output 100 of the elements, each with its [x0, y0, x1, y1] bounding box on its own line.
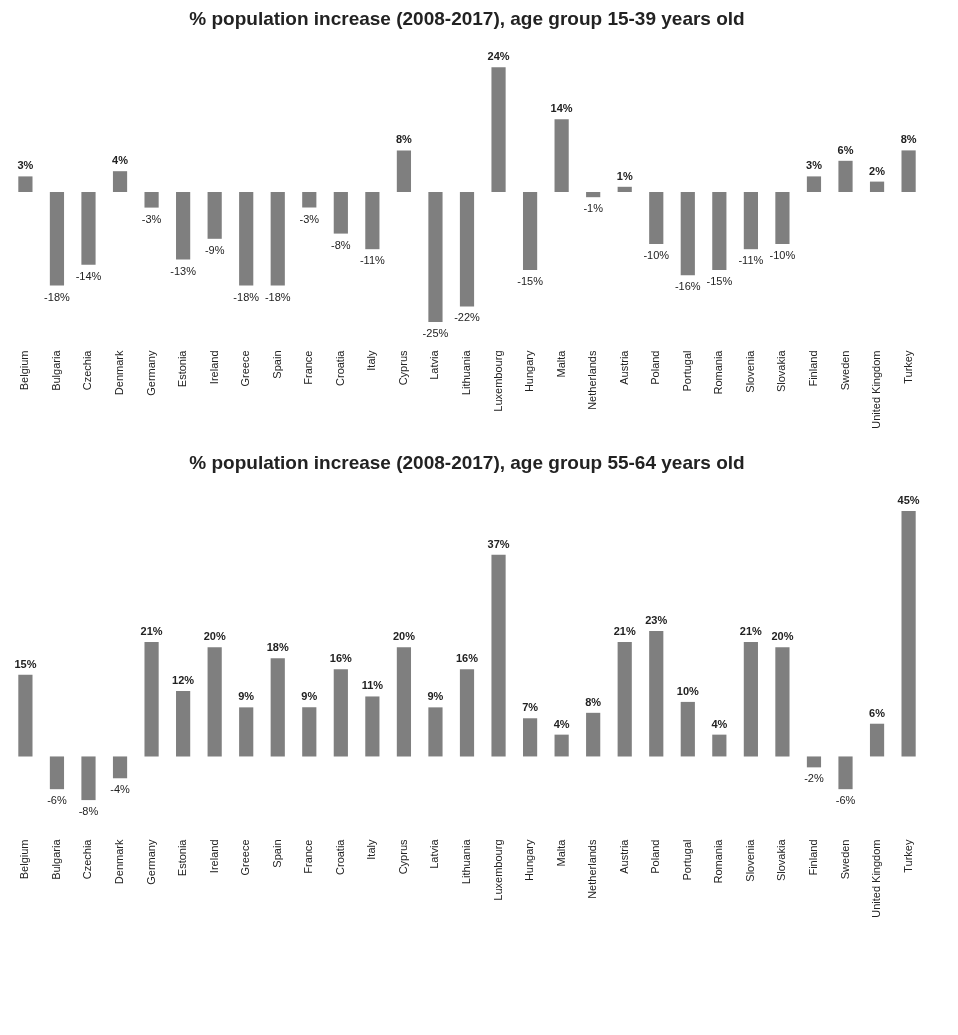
x-tick-label: Belgium [18, 839, 31, 880]
data-label: 7% [522, 701, 539, 714]
data-label: -22% [454, 311, 481, 324]
bar [176, 192, 191, 260]
data-label: -9% [204, 243, 225, 256]
data-label: 21% [613, 624, 636, 637]
bar [459, 192, 475, 307]
data-label: 3% [17, 159, 34, 172]
data-label: -3% [141, 212, 162, 225]
x-tick-label: Malta [554, 838, 567, 867]
x-tick-label: Malta [554, 349, 567, 378]
bar [712, 192, 727, 270]
data-label: 20% [771, 630, 794, 643]
bar [901, 150, 916, 192]
data-label: 4% [553, 717, 570, 730]
bar [554, 734, 569, 757]
bar [396, 150, 412, 192]
bar [239, 707, 254, 757]
data-label: 18% [266, 641, 289, 654]
x-tick-label: Hungary [523, 350, 536, 393]
data-label: 9% [238, 690, 255, 703]
x-tick-label: Czechia [81, 349, 94, 391]
bar [365, 696, 380, 757]
data-label: -11% [738, 254, 764, 267]
x-tick-label: Belgium [18, 350, 31, 391]
x-tick-label: Sweden [838, 350, 851, 391]
bar [554, 119, 569, 192]
x-tick-label: Luxembourg [491, 350, 504, 412]
x-tick-label: Slovakia [775, 838, 788, 882]
data-label: -15% [706, 275, 733, 287]
data-label: -4% [110, 783, 131, 796]
data-label: 24% [487, 50, 510, 63]
x-tick-label: Turkey [901, 839, 914, 873]
bar [743, 641, 758, 757]
x-tick-label: Croatia [333, 349, 346, 386]
x-tick-label: Germany [144, 350, 157, 396]
data-label: 6% [837, 143, 854, 156]
bar [176, 691, 191, 757]
bar [365, 192, 380, 250]
data-label: -18% [264, 290, 291, 303]
x-tick-label: Finland [806, 839, 819, 876]
bar [333, 669, 348, 757]
bar [144, 641, 159, 757]
bar [49, 192, 65, 286]
bar [649, 192, 664, 244]
bar [302, 192, 317, 208]
data-label: -1% [583, 202, 604, 215]
data-label: -8% [78, 805, 99, 818]
chart-title: % population increase (2008-2017), age group 55-64 years old [189, 452, 745, 473]
x-tick-label: Netherlands [586, 839, 599, 899]
bar [396, 647, 412, 757]
x-tick-label: Spain [270, 839, 283, 868]
x-tick-label: Germany [144, 839, 157, 885]
x-tick-label: Poland [649, 839, 662, 874]
bar [270, 658, 285, 757]
x-tick-label: Lithuania [460, 838, 472, 885]
bar [617, 186, 632, 192]
x-tick-label: Bulgaria [49, 838, 62, 880]
x-tick-label: Bulgaria [49, 349, 62, 391]
bar [649, 631, 664, 757]
bar [112, 756, 128, 779]
data-label: 3% [806, 159, 823, 172]
x-tick-label: Denmark [113, 839, 126, 885]
bar [18, 674, 33, 757]
x-tick-label: France [302, 350, 315, 385]
bar [586, 712, 601, 757]
x-tick-label: Ireland [207, 350, 220, 385]
x-tick-label: Poland [649, 350, 662, 385]
bar [617, 641, 632, 757]
x-tick-label: Slovakia [775, 349, 788, 393]
x-tick-label: Italy [365, 350, 378, 371]
data-label: 16% [455, 652, 479, 665]
data-label: -8% [331, 238, 351, 251]
x-tick-label: Spain [270, 350, 283, 379]
data-label: 4% [711, 717, 728, 730]
x-tick-label: Slovenia [743, 349, 756, 393]
data-label: 4% [112, 154, 129, 167]
data-label: -18% [44, 290, 70, 303]
x-tick-label: Italy [365, 839, 378, 860]
data-label: 21% [739, 624, 763, 637]
data-label: 12% [172, 674, 195, 686]
data-label: -6% [835, 794, 856, 807]
data-label: -14% [75, 269, 102, 282]
data-label: 11% [361, 679, 384, 692]
bar [743, 192, 758, 250]
x-tick-label: Portugal [680, 350, 693, 392]
x-tick-label: Croatia [333, 838, 346, 875]
bar [680, 701, 695, 757]
x-tick-label: Latvia [428, 349, 441, 380]
bar [81, 192, 96, 265]
bar [775, 192, 790, 244]
data-label: 6% [869, 706, 886, 719]
bar [112, 171, 128, 192]
data-label: 20% [392, 630, 416, 643]
data-label: 8% [900, 133, 917, 146]
data-label: -18% [233, 290, 260, 303]
bar [806, 756, 822, 768]
data-label: 16% [329, 652, 353, 665]
data-label: 10% [676, 684, 700, 697]
data-label: -15% [517, 275, 544, 287]
